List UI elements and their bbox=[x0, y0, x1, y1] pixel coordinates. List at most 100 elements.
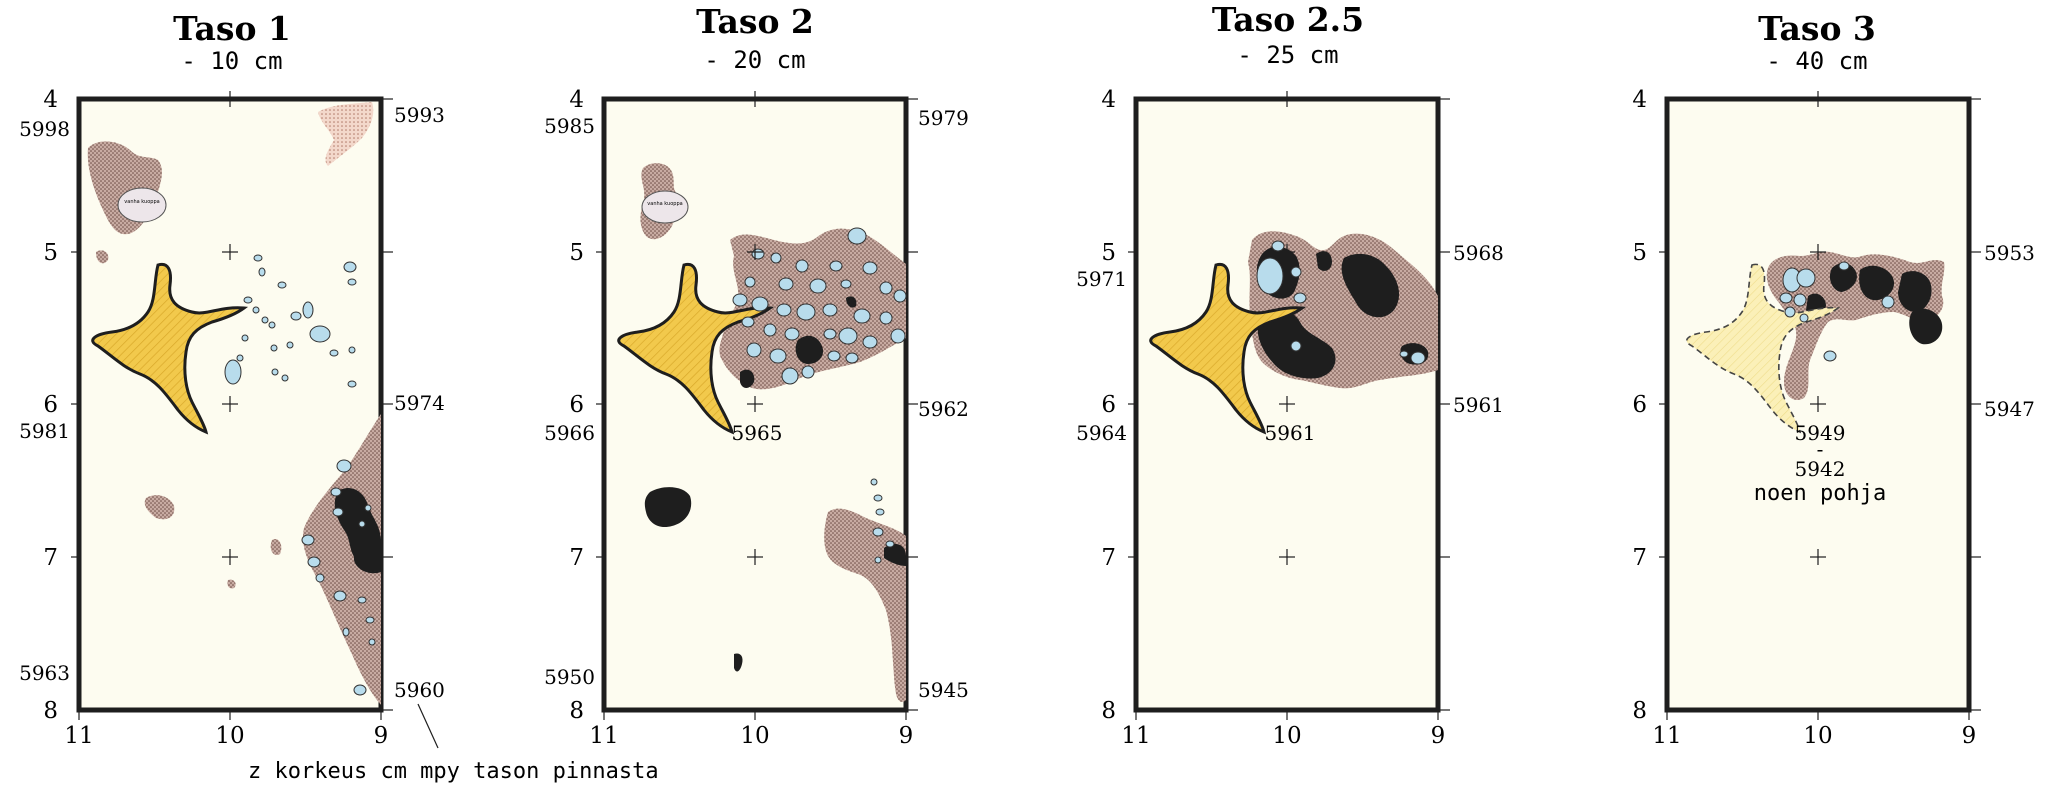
elevation-value: 5981 bbox=[19, 419, 70, 443]
elevation-value: 5985 bbox=[544, 114, 595, 138]
grid-crosses bbox=[71, 91, 393, 720]
soil-deposit bbox=[96, 250, 109, 264]
range-dash: - bbox=[1817, 437, 1824, 461]
x-tick: 11 bbox=[589, 723, 618, 749]
elevation-value: 5964 bbox=[1076, 421, 1127, 445]
y-tick: 5 bbox=[43, 240, 58, 266]
elevation-value: 5961 bbox=[1265, 421, 1316, 445]
elevation-value: 5942 bbox=[1795, 457, 1846, 481]
elevation-value: 5945 bbox=[918, 678, 969, 702]
x-tick: 9 bbox=[899, 723, 914, 749]
old-pit bbox=[641, 190, 689, 224]
panel-taso-2: Taso 2 - 20 cm vanha kuoppa bbox=[544, 2, 969, 749]
y-tick: 7 bbox=[1632, 545, 1647, 571]
elevation-value: 5966 bbox=[544, 421, 595, 445]
x-tick: 10 bbox=[215, 723, 244, 749]
elevation-value: 5947 bbox=[1984, 397, 2035, 421]
pit-label: vanha kuoppa bbox=[124, 199, 159, 205]
panel-depth: - 20 cm bbox=[704, 46, 805, 74]
charcoal bbox=[1341, 253, 1400, 318]
elevation-value: 5974 bbox=[394, 391, 445, 415]
panel-title: Taso 1 bbox=[173, 9, 291, 48]
y-tick: 8 bbox=[569, 698, 584, 724]
elevation-value: 5963 bbox=[19, 661, 70, 685]
elevation-value: 5961 bbox=[1453, 393, 1504, 417]
x-tick: 11 bbox=[64, 723, 93, 749]
elevation-value: 5979 bbox=[918, 106, 969, 130]
yellow-feature bbox=[617, 262, 775, 435]
charcoal bbox=[846, 296, 857, 308]
elevation-value: 5953 bbox=[1984, 241, 2035, 265]
y-tick: 7 bbox=[569, 545, 584, 571]
elevation-value: 5962 bbox=[918, 397, 969, 421]
charcoal bbox=[1898, 271, 1932, 312]
y-tick: 8 bbox=[1632, 698, 1647, 724]
y-tick: 6 bbox=[569, 392, 584, 418]
y-tick: 6 bbox=[43, 392, 58, 418]
charcoal bbox=[1316, 251, 1332, 271]
y-tick: 7 bbox=[1101, 545, 1116, 571]
grid-crosses bbox=[1659, 91, 1981, 720]
panel-taso-1: Taso 1 - 10 cm vanha kuoppa bbox=[19, 9, 445, 749]
charcoal bbox=[354, 526, 381, 574]
charcoal bbox=[795, 335, 824, 364]
annotation: noen pohja bbox=[1754, 481, 1886, 506]
y-tick: 5 bbox=[1101, 240, 1116, 266]
panel-depth: - 10 cm bbox=[181, 47, 282, 75]
panel-taso-3: Taso 3 - 40 cm bbox=[1632, 9, 2035, 749]
soil-deposit bbox=[227, 579, 236, 589]
y-tick: 4 bbox=[1632, 87, 1647, 113]
panel-depth: - 40 cm bbox=[1766, 47, 1867, 75]
stones bbox=[1256, 240, 1426, 365]
panel-title: Taso 3 bbox=[1758, 9, 1876, 48]
y-tick: 4 bbox=[569, 87, 584, 113]
x-tick: 9 bbox=[1431, 723, 1446, 749]
elevation-value: 5993 bbox=[394, 103, 445, 127]
charcoal bbox=[1829, 263, 1857, 292]
elevation-value: 5965 bbox=[732, 421, 783, 445]
charcoal bbox=[740, 369, 755, 388]
x-tick: 10 bbox=[1803, 723, 1832, 749]
y-tick: 4 bbox=[1101, 87, 1116, 113]
x-tick: 11 bbox=[1121, 723, 1150, 749]
charcoal bbox=[644, 487, 692, 528]
elevation-value: 5998 bbox=[19, 117, 70, 141]
y-tick: 8 bbox=[43, 698, 58, 724]
y-tick: 8 bbox=[1101, 698, 1116, 724]
stones bbox=[1779, 261, 1895, 362]
charcoal bbox=[734, 653, 743, 672]
stones bbox=[224, 254, 376, 696]
y-tick: 7 bbox=[43, 545, 58, 571]
y-tick: 4 bbox=[43, 87, 58, 113]
elevation-value: 5971 bbox=[1076, 267, 1127, 291]
soil-deposit bbox=[302, 414, 381, 705]
panel-title: Taso 2 bbox=[696, 2, 814, 41]
y-tick: 6 bbox=[1101, 392, 1116, 418]
footnote: z korkeus cm mpy tason pinnasta bbox=[248, 759, 659, 784]
x-tick: 11 bbox=[1652, 723, 1681, 749]
x-tick: 10 bbox=[740, 723, 769, 749]
charcoal bbox=[1909, 308, 1943, 345]
panel-title: Taso 2.5 bbox=[1212, 0, 1364, 39]
yellow-feature bbox=[1149, 262, 1307, 435]
y-tick: 5 bbox=[569, 240, 584, 266]
leader-line bbox=[417, 703, 439, 749]
charcoal bbox=[1859, 265, 1895, 301]
panel-taso-2-5: Taso 2.5 - 25 cm bbox=[1076, 0, 1504, 749]
x-tick: 10 bbox=[1272, 723, 1301, 749]
x-tick: 9 bbox=[1962, 723, 1977, 749]
pink-deposit bbox=[318, 102, 374, 166]
soil-deposit bbox=[144, 495, 175, 520]
elevation-value: 5960 bbox=[394, 678, 445, 702]
y-tick: 5 bbox=[1632, 240, 1647, 266]
charcoal bbox=[884, 543, 906, 566]
elevation-value: 5968 bbox=[1453, 241, 1504, 265]
grid-crosses bbox=[1128, 91, 1450, 720]
grid-crosses bbox=[596, 91, 918, 720]
old-pit bbox=[117, 187, 167, 223]
pit-label: vanha kuoppa bbox=[647, 201, 682, 207]
panel-depth: - 25 cm bbox=[1237, 41, 1338, 69]
stones bbox=[732, 227, 907, 564]
elevation-value: 5949 bbox=[1795, 421, 1846, 445]
